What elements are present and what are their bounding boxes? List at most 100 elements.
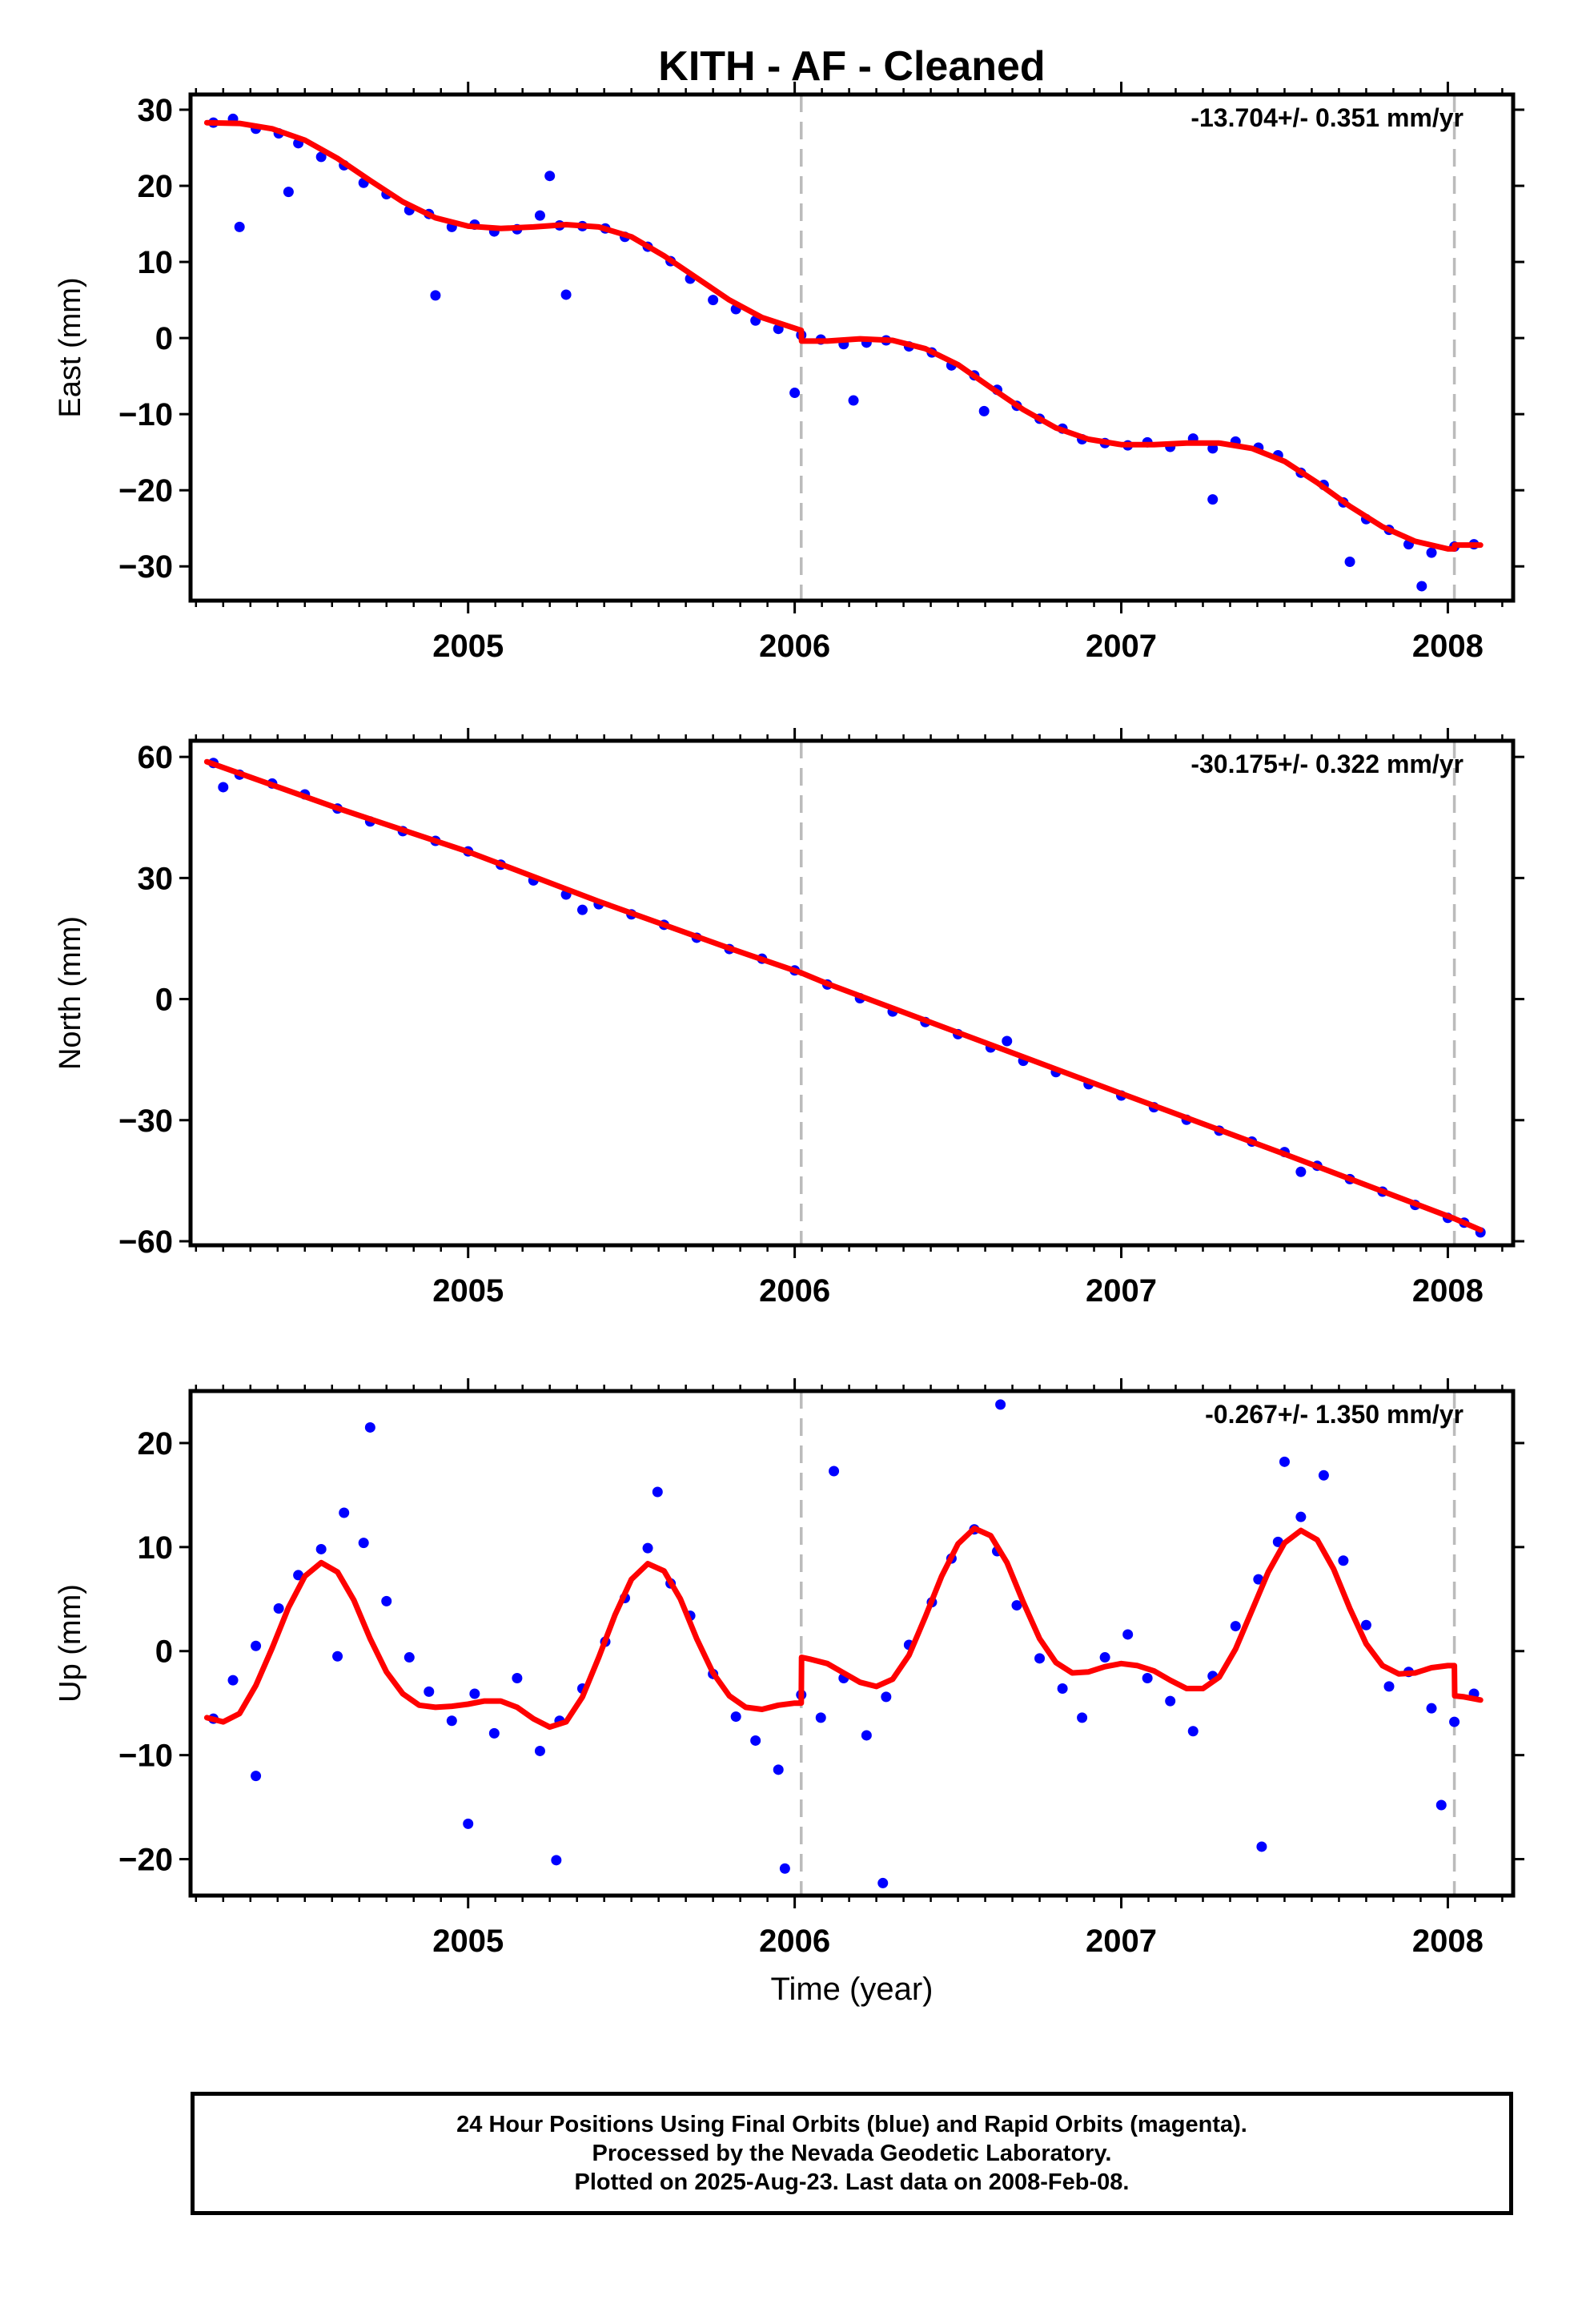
- chart-title: KITH - AF - Cleaned: [658, 43, 1045, 90]
- data-point: [1295, 1511, 1307, 1522]
- data-point: [227, 1675, 239, 1686]
- data-point: [1122, 1629, 1134, 1640]
- data-point: [218, 782, 229, 793]
- caption-line-2: Processed by the Nevada Geodetic Laborat…: [592, 2141, 1112, 2166]
- rate-label: -0.267+/- 1.350 mm/yr: [1205, 1400, 1464, 1429]
- data-point: [978, 405, 990, 416]
- data-layer: [203, 758, 1486, 1238]
- y-tick-label: 20: [138, 1426, 174, 1462]
- y-axis-label: Up (mm): [54, 1584, 87, 1703]
- x-tick-label: 2005: [432, 1273, 504, 1309]
- data-point: [534, 210, 545, 221]
- data-point: [315, 1543, 327, 1554]
- data-point: [730, 1711, 741, 1723]
- data-point: [881, 1691, 892, 1703]
- y-axis-label: North (mm): [54, 916, 87, 1070]
- data-point: [430, 290, 441, 301]
- data-point: [750, 1735, 761, 1746]
- data-point: [560, 289, 572, 300]
- y-tick-label: 30: [138, 861, 174, 896]
- data-point: [534, 1745, 545, 1756]
- model-line: [203, 119, 1484, 552]
- data-point: [789, 388, 801, 399]
- x-tick-label: 2005: [432, 629, 504, 664]
- data-point: [1279, 1456, 1290, 1467]
- data-point: [446, 1715, 457, 1727]
- data-point: [283, 187, 294, 198]
- data-point: [1318, 1470, 1329, 1481]
- y-tick-label: −30: [118, 549, 173, 585]
- rate-label: -30.175+/- 0.322 mm/yr: [1191, 750, 1464, 778]
- y-tick-label: −20: [118, 473, 173, 509]
- data-point: [1449, 1716, 1460, 1727]
- x-tick-label: 2006: [759, 1924, 830, 1959]
- data-point: [332, 1651, 343, 1662]
- data-point: [652, 1486, 663, 1498]
- data-point: [469, 1688, 480, 1699]
- x-tick-label: 2006: [759, 1273, 830, 1309]
- data-point: [315, 151, 327, 163]
- y-tick-label: −30: [118, 1104, 173, 1139]
- y-tick-label: 60: [138, 740, 174, 775]
- plot-frame: [188, 1389, 1516, 1898]
- x-tick-label: 2005: [432, 1924, 504, 1959]
- data-point: [551, 1855, 562, 1866]
- plot-frame: [188, 738, 1516, 1248]
- data-point: [642, 1542, 653, 1554]
- x-tick-label: 2007: [1086, 1273, 1157, 1309]
- data-point: [463, 1818, 474, 1829]
- data-point: [358, 1538, 369, 1549]
- y-axis-label: East (mm): [54, 277, 87, 417]
- data-point: [251, 1640, 262, 1651]
- data-point: [1360, 1619, 1371, 1630]
- data-point: [1207, 494, 1219, 505]
- data-point: [1338, 1555, 1349, 1566]
- data-point: [1435, 1799, 1447, 1811]
- data-point: [424, 1686, 435, 1697]
- data-point: [1295, 1166, 1307, 1177]
- plot-frame: [188, 92, 1516, 603]
- data-layer: [203, 113, 1484, 592]
- y-tick-label: 20: [138, 169, 174, 204]
- data-point: [773, 1764, 784, 1775]
- data-point: [339, 1507, 350, 1518]
- data-point: [544, 171, 556, 182]
- x-tick-label: 2006: [759, 629, 830, 664]
- data-point: [1426, 1703, 1437, 1714]
- caption-line-1: 24 Hour Positions Using Final Orbits (bl…: [456, 2112, 1247, 2137]
- data-point: [576, 904, 588, 915]
- data-point: [1142, 1673, 1153, 1684]
- model-line: [203, 1526, 1484, 1731]
- data-point: [1230, 1621, 1241, 1632]
- y-tick-label: −10: [118, 397, 173, 432]
- data-point: [1034, 1653, 1046, 1664]
- y-tick-label: 10: [138, 245, 174, 280]
- data-point: [861, 1730, 872, 1741]
- data-point: [877, 1877, 889, 1888]
- y-tick-label: 10: [138, 1530, 174, 1566]
- data-point: [234, 221, 245, 232]
- data-point: [848, 395, 859, 406]
- data-point: [251, 1771, 262, 1782]
- x-tick-label: 2008: [1412, 1273, 1484, 1309]
- data-point: [1077, 1712, 1088, 1723]
- data-point: [1002, 1035, 1013, 1047]
- data-point: [1099, 1652, 1110, 1663]
- data-point: [1383, 1681, 1395, 1692]
- data-point: [1057, 1683, 1068, 1695]
- data-point: [273, 1602, 284, 1614]
- rate-label: -13.704+/- 0.351 mm/yr: [1191, 103, 1464, 132]
- y-tick-label: 0: [155, 321, 173, 356]
- data-point: [1187, 1726, 1199, 1737]
- data-point: [779, 1863, 790, 1874]
- x-tick-label: 2007: [1086, 1924, 1157, 1959]
- y-tick-label: −20: [118, 1843, 173, 1878]
- y-tick-label: −60: [118, 1224, 173, 1260]
- data-layer: [203, 1399, 1484, 1888]
- data-point: [512, 1673, 523, 1684]
- data-point: [1011, 1600, 1022, 1611]
- data-point: [488, 1727, 500, 1739]
- y-tick-label: 30: [138, 93, 174, 128]
- panel-1: 60 30 0 −30 −60 2005 2006 2007 2008 North (mm) -30…: [54, 728, 1524, 1309]
